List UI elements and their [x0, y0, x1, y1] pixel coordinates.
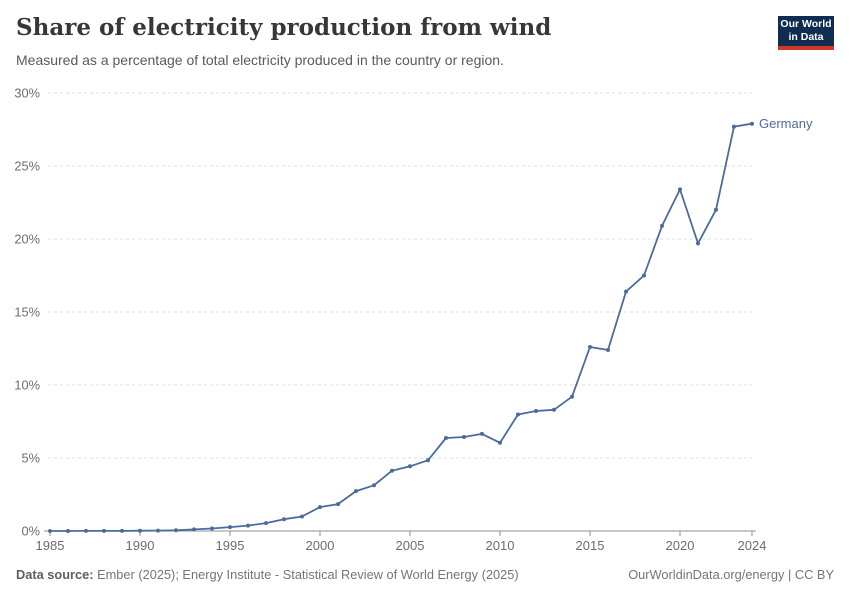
data-source-text: Ember (2025); Energy Institute - Statist… [93, 567, 519, 582]
data-point[interactable] [228, 525, 232, 530]
owid-logo-line2: in Data [788, 31, 824, 43]
y-tick-label: 15% [14, 305, 40, 320]
data-point[interactable] [390, 468, 394, 473]
owid-credit-link[interactable]: OurWorldinData.org/energy | CC BY [628, 567, 834, 582]
page-subtitle: Measured as a percentage of total electr… [16, 52, 504, 68]
data-point[interactable] [444, 436, 448, 440]
y-tick-label: 20% [14, 232, 40, 247]
x-tick-label: 2010 [486, 538, 515, 553]
data-point[interactable] [534, 409, 538, 413]
data-point[interactable] [732, 124, 736, 129]
data-point[interactable] [624, 289, 628, 294]
y-tick-label: 25% [14, 159, 40, 174]
data-point[interactable] [678, 187, 682, 192]
x-tick-label: 1990 [126, 538, 155, 553]
data-point[interactable] [300, 514, 304, 519]
x-tick-label: 2020 [666, 538, 695, 553]
data-point[interactable] [318, 505, 322, 510]
data-point[interactable] [84, 528, 88, 533]
data-point[interactable] [336, 502, 340, 507]
data-point[interactable] [462, 435, 466, 439]
data-point[interactable] [498, 440, 502, 445]
data-point[interactable] [750, 121, 754, 126]
data-point[interactable] [102, 528, 106, 533]
data-point[interactable] [606, 348, 610, 352]
x-tick-label: 2005 [396, 538, 425, 553]
data-point[interactable] [282, 517, 286, 522]
owid-logo-line1: Our World [780, 18, 832, 31]
data-point[interactable] [156, 528, 160, 533]
data-point[interactable] [588, 345, 592, 349]
data-point[interactable] [48, 529, 52, 533]
data-point[interactable] [174, 528, 178, 533]
data-point[interactable] [408, 464, 412, 469]
page-title: Share of electricity production from win… [16, 14, 552, 41]
data-point[interactable] [642, 273, 646, 278]
data-point[interactable] [192, 527, 196, 532]
data-point[interactable] [426, 458, 430, 463]
x-tick-label: 2024 [738, 538, 767, 553]
y-tick-label: 30% [14, 86, 40, 101]
series-line [49, 122, 753, 532]
x-tick-label: 2000 [306, 538, 335, 553]
x-tick-label: 1995 [216, 538, 245, 553]
x-tick-label: 2015 [576, 538, 605, 553]
y-tick-label: 0% [22, 524, 41, 539]
y-tick-label: 5% [22, 451, 41, 466]
data-point[interactable] [714, 207, 718, 212]
data-point[interactable] [660, 223, 664, 228]
data-point[interactable] [66, 529, 70, 533]
x-tick-label: 1985 [36, 538, 65, 553]
owid-logo: Our World in Data [778, 16, 834, 50]
data-source-note: Data source: Ember (2025); Energy Instit… [16, 567, 519, 582]
series-end-label: Germany [759, 116, 813, 131]
data-point[interactable] [138, 528, 142, 533]
data-point[interactable] [246, 523, 250, 528]
data-point[interactable] [210, 526, 214, 531]
data-point[interactable] [570, 394, 574, 399]
data-point[interactable] [696, 241, 700, 246]
data-point[interactable] [120, 528, 124, 533]
data-source-label: Data source: [16, 567, 94, 582]
data-point[interactable] [264, 521, 268, 526]
data-point[interactable] [480, 431, 484, 436]
data-point[interactable] [372, 483, 376, 488]
chart-footer: Data source: Ember (2025); Energy Instit… [16, 567, 834, 582]
data-point[interactable] [516, 412, 520, 417]
data-point[interactable] [354, 489, 358, 494]
y-tick-label: 10% [14, 378, 40, 393]
data-point[interactable] [552, 407, 556, 412]
